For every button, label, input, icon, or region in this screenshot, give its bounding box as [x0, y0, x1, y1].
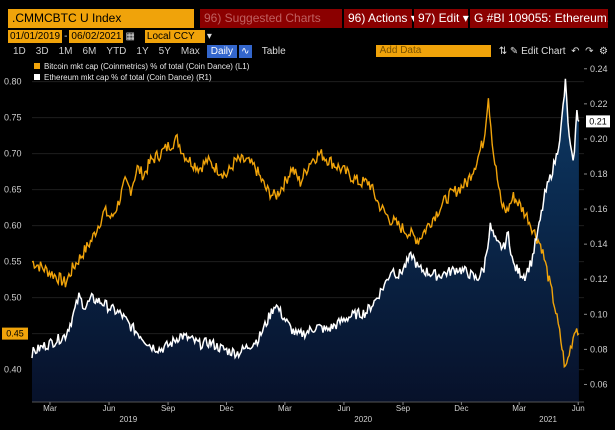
- legend-label-ethereum: Ethereum mkt cap % of total (Coin Dance)…: [44, 73, 212, 82]
- y-right-tick-label: 0.16: [590, 204, 608, 214]
- y-right-tick-label: 0.12: [590, 274, 608, 284]
- period-3d[interactable]: 3D: [35, 45, 49, 57]
- start-date-input[interactable]: 01/01/2019: [8, 29, 63, 43]
- currency-select[interactable]: Local CCY: [144, 29, 205, 43]
- y-right-tick-label: 0.20: [590, 134, 608, 144]
- y-left-tick-label: 0.40: [4, 365, 22, 375]
- security-title[interactable]: G #BI 109055: Ethereum...: [470, 9, 608, 28]
- actions-menu[interactable]: 96) Actions ▾: [344, 9, 417, 28]
- y-left-tick-label: 0.50: [4, 293, 22, 303]
- y-left-tick-label: 0.55: [4, 257, 22, 267]
- legend: Bitcoin mkt cap (Coinmetrics) % of total…: [34, 62, 250, 82]
- last-value-right-badge: [586, 115, 610, 128]
- date-range-bar: 01/01/2019 - 06/02/2021 ▦ Local CCY ▾: [8, 29, 608, 43]
- x-tick-label: Jun: [337, 404, 350, 413]
- edit-menu[interactable]: 97) Edit ▾: [414, 9, 469, 28]
- x-tick-label: Sep: [161, 404, 176, 413]
- last-value-right: 0.21: [589, 116, 607, 126]
- frequency-select[interactable]: Daily: [206, 44, 238, 58]
- legend-swatch-ethereum: [34, 74, 40, 80]
- period-ytd[interactable]: YTD: [106, 45, 127, 57]
- last-value-left: 0.45: [6, 329, 24, 339]
- period-5y[interactable]: 5Y: [158, 45, 171, 57]
- x-tick-label: Sep: [396, 404, 411, 413]
- date-dash: -: [64, 30, 68, 42]
- x-tick-label: Dec: [219, 404, 233, 413]
- legend-label-bitcoin: Bitcoin mkt cap (Coinmetrics) % of total…: [44, 62, 250, 71]
- y-left-tick-label: 0.70: [4, 149, 22, 159]
- legend-swatch-bitcoin: [34, 63, 40, 69]
- y-right-tick-label: 0.22: [590, 99, 608, 109]
- y-left-tick-label: 0.80: [4, 77, 22, 87]
- chart-settings-icon[interactable]: ⇅: [498, 45, 508, 57]
- x-tick-label: Jun: [103, 404, 116, 413]
- y-right-tick-label: 0.08: [590, 344, 608, 354]
- settings-icon[interactable]: ⚙: [599, 45, 608, 57]
- period-1d[interactable]: 1D: [13, 45, 26, 57]
- x-tick-label: Mar: [43, 404, 57, 413]
- edit-chart-button[interactable]: Edit Chart: [521, 45, 566, 57]
- x-year-label: 2019: [119, 415, 137, 424]
- x-year-label: 2020: [354, 415, 372, 424]
- end-date-input[interactable]: 06/02/2021: [69, 29, 124, 43]
- period-6m[interactable]: 6M: [82, 45, 97, 57]
- x-tick-label: Mar: [512, 404, 526, 413]
- ethereum-series-line: [31, 78, 580, 360]
- ethereum-area: [32, 78, 579, 403]
- period-bar: 1D 3D 1M 6M YTD 1Y 5Y Max Daily ∿ Table …: [8, 44, 608, 58]
- x-year-label: 2021: [539, 415, 557, 424]
- y-right-tick-label: 0.14: [590, 239, 608, 249]
- x-tick-label: Mar: [278, 404, 292, 413]
- y-right-tick-label: 0.24: [590, 64, 608, 74]
- y-left-tick-label: 0.65: [4, 185, 22, 195]
- period-1y[interactable]: 1Y: [136, 45, 149, 57]
- undo-icon[interactable]: ↶: [571, 45, 580, 57]
- chart-tools: ⇅ ✎ Edit Chart ↶ ↷ ⚙: [499, 46, 608, 57]
- x-tick-label: Dec: [454, 404, 468, 413]
- chevron-down-icon[interactable]: ▾: [206, 30, 212, 42]
- calendar-icon[interactable]: ▦: [125, 30, 135, 42]
- y-right-tick-label: 0.18: [590, 169, 608, 179]
- y-right-tick-label: 0.06: [590, 379, 608, 389]
- edit-chart-icon[interactable]: ✎: [509, 45, 519, 57]
- ticker-field[interactable]: .CMMCBTC U Index: [8, 9, 194, 28]
- table-button[interactable]: Table: [261, 45, 286, 57]
- line-chart-icon[interactable]: ∿: [239, 44, 252, 58]
- redo-icon[interactable]: ↷: [585, 45, 594, 57]
- y-left-tick-label: 0.60: [4, 221, 22, 231]
- add-data-input[interactable]: Add Data: [375, 45, 491, 57]
- top-toolbar: .CMMCBTC U Index 96) Suggested Charts 96…: [8, 9, 608, 28]
- period-1m[interactable]: 1M: [58, 45, 73, 57]
- x-tick-label: Jun: [572, 404, 585, 413]
- suggested-charts-button[interactable]: 96) Suggested Charts: [200, 9, 342, 28]
- y-right-tick-label: 0.10: [590, 309, 608, 319]
- period-max[interactable]: Max: [180, 45, 200, 57]
- y-left-tick-label: 0.75: [4, 113, 22, 123]
- last-value-left-badge: [2, 327, 28, 340]
- bitcoin-series-line: [31, 98, 580, 369]
